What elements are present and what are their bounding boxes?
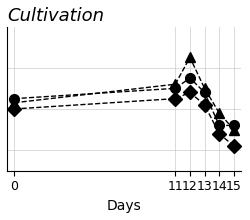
X-axis label: Days: Days [107,199,142,213]
Text: Cultivation: Cultivation [7,7,104,25]
